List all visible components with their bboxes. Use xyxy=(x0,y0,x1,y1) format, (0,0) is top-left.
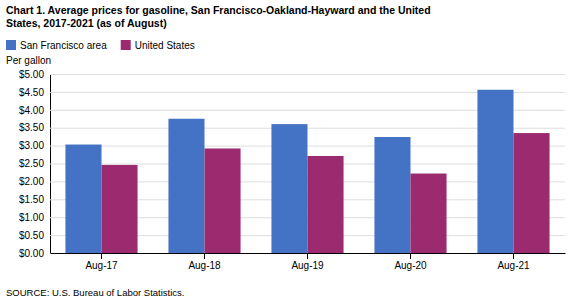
plot: $0.00 $0.50 $1.00 $1.50 $2.00 $2.50 $3.00 $3.50… xyxy=(19,69,566,271)
tick-label: $3.50 xyxy=(19,122,44,133)
tick-label: $0.50 xyxy=(19,230,44,241)
axis-line xyxy=(51,75,566,254)
source: SOURCE: U.S. Bureau of Labor Statistics. xyxy=(6,287,184,298)
tick-label: Aug-20 xyxy=(394,260,427,271)
bar xyxy=(271,124,307,253)
bar xyxy=(168,119,204,253)
tick-label: Aug-21 xyxy=(497,260,530,271)
tick-label: Aug-18 xyxy=(188,260,221,271)
tick-line xyxy=(307,253,308,259)
tick-label: $0.00 xyxy=(19,248,44,259)
tick-label: $3.00 xyxy=(19,140,44,151)
axis-label: Per gallon xyxy=(6,55,51,66)
legend-item: United States xyxy=(121,40,195,51)
grid-line xyxy=(50,74,565,75)
tick: Aug-19 xyxy=(291,253,324,271)
legend-label: United States xyxy=(135,40,195,51)
tick-label: $4.50 xyxy=(19,87,44,98)
bar xyxy=(477,90,513,253)
bar xyxy=(65,145,101,253)
title: Chart 1. Average prices for gasoline, Sa… xyxy=(6,4,431,16)
tick: Aug-21 xyxy=(497,253,530,271)
tick-line xyxy=(513,253,514,259)
tick: $5.00 xyxy=(19,69,565,80)
bar xyxy=(308,156,344,253)
series xyxy=(102,133,550,253)
bar xyxy=(411,174,447,253)
tick: Aug-20 xyxy=(394,253,427,271)
bars xyxy=(65,90,549,253)
tick-label: Aug-19 xyxy=(291,260,324,271)
legend-swatch xyxy=(6,40,16,50)
bar xyxy=(205,148,241,253)
tick-label: Aug-17 xyxy=(85,260,118,271)
tick: Aug-18 xyxy=(188,253,221,271)
title: States, 2017-2021 (as of August) xyxy=(6,17,167,29)
x-axis: Aug-17 Aug-18 Aug-19 Aug-20 Aug-21 xyxy=(51,253,566,271)
tick-line xyxy=(101,253,102,259)
legend: San Francisco area United States xyxy=(6,40,195,51)
legend-item: San Francisco area xyxy=(6,40,107,51)
bar xyxy=(374,137,410,253)
tick: Aug-17 xyxy=(85,253,118,271)
tick-label: $2.00 xyxy=(19,176,44,187)
bar xyxy=(102,165,138,253)
legend-label: San Francisco area xyxy=(20,40,107,51)
chart: Chart 1. Average prices for gasoline, Sa… xyxy=(0,0,579,301)
bar xyxy=(514,133,550,253)
legend-swatch xyxy=(121,40,131,50)
tick-label: $1.00 xyxy=(19,212,44,223)
tick-label: $4.00 xyxy=(19,105,44,116)
tick-label: $2.50 xyxy=(19,158,44,169)
tick-label: $1.50 xyxy=(19,194,44,205)
tick-line xyxy=(204,253,205,259)
y-axis: $0.00 $0.50 $1.00 $1.50 $2.00 $2.50 $3.00 $3.50… xyxy=(19,69,565,259)
series xyxy=(65,90,513,253)
tick-label: $5.00 xyxy=(19,69,44,80)
tick-line xyxy=(410,253,411,259)
